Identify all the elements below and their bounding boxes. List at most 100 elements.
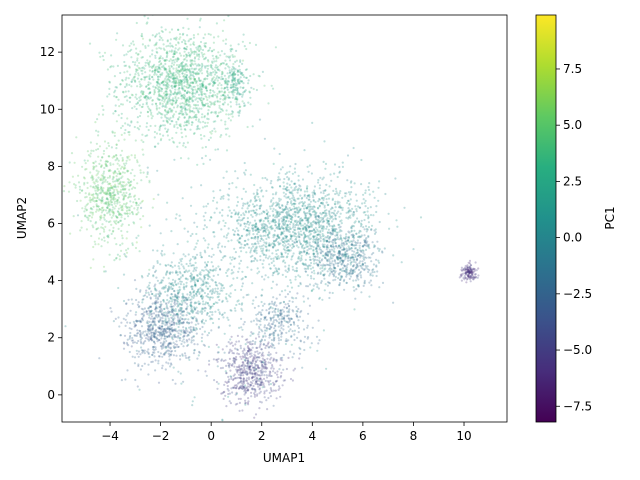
data-point: [297, 209, 300, 212]
data-point: [199, 79, 202, 82]
data-point: [95, 203, 98, 206]
data-point: [211, 94, 214, 97]
data-point: [143, 334, 146, 337]
data-point: [334, 234, 337, 237]
data-point: [212, 48, 216, 51]
data-point: [293, 187, 296, 190]
data-point: [322, 240, 325, 243]
data-point: [241, 219, 244, 222]
data-point: [114, 221, 117, 224]
data-point: [122, 166, 125, 169]
data-point: [146, 286, 149, 289]
data-point: [119, 183, 122, 186]
data-point: [190, 77, 193, 80]
data-point: [148, 97, 151, 100]
data-point: [224, 77, 227, 80]
data-point: [96, 197, 99, 200]
data-point: [233, 73, 236, 76]
data-point: [91, 194, 94, 197]
data-point: [177, 42, 180, 45]
data-point: [123, 64, 126, 67]
data-point: [163, 100, 166, 103]
data-point: [144, 291, 148, 294]
data-point: [339, 259, 342, 262]
data-point: [282, 187, 285, 190]
data-point: [114, 215, 118, 218]
data-point: [212, 57, 215, 60]
data-point: [219, 197, 222, 200]
data-point: [202, 162, 205, 165]
data-point: [357, 268, 361, 271]
data-point: [89, 196, 92, 199]
data-point: [305, 235, 308, 238]
data-point: [236, 111, 239, 114]
data-point: [171, 137, 174, 140]
data-point: [266, 226, 269, 229]
data-point: [84, 196, 87, 199]
data-point: [124, 205, 127, 208]
data-point: [183, 58, 187, 61]
data-point: [293, 235, 296, 238]
data-point: [293, 182, 296, 186]
data-point: [349, 263, 352, 266]
data-point: [160, 29, 163, 33]
data-point: [194, 98, 197, 101]
data-point: [308, 208, 311, 211]
data-point: [161, 30, 164, 33]
data-point: [234, 257, 237, 260]
data-point: [201, 126, 204, 129]
data-point: [280, 217, 283, 220]
data-point: [313, 213, 316, 216]
data-point: [244, 190, 247, 193]
data-point: [314, 241, 317, 245]
data-point: [186, 91, 189, 94]
data-point: [348, 193, 352, 196]
data-point: [161, 72, 164, 75]
data-point: [352, 260, 355, 263]
data-point: [106, 165, 109, 168]
data-point: [185, 102, 188, 105]
data-point: [98, 198, 101, 201]
data-point: [229, 55, 232, 58]
data-point: [338, 165, 341, 169]
data-point: [200, 336, 203, 339]
data-point: [90, 198, 94, 201]
data-point: [242, 74, 245, 77]
data-point: [141, 72, 144, 75]
data-point: [137, 350, 140, 353]
data-point: [176, 92, 179, 96]
data-point: [249, 173, 252, 176]
data-point: [301, 204, 304, 208]
data-point: [339, 268, 342, 271]
data-point: [262, 230, 265, 233]
data-point: [338, 244, 341, 247]
data-point: [306, 221, 310, 224]
data-point: [230, 90, 233, 94]
data-point: [255, 193, 259, 196]
data-point: [154, 102, 158, 105]
data-point: [148, 74, 151, 77]
data-point: [119, 71, 122, 75]
data-point: [231, 79, 234, 82]
data-point: [256, 212, 259, 216]
data-point: [106, 197, 109, 201]
data-point: [310, 224, 313, 227]
data-point: [96, 184, 100, 187]
data-point: [173, 52, 176, 56]
data-point: [355, 232, 358, 235]
data-point: [126, 230, 129, 233]
data-point: [225, 86, 228, 89]
data-point: [197, 72, 200, 75]
data-point: [339, 257, 342, 260]
data-point: [317, 219, 320, 222]
data-point: [168, 107, 171, 110]
data-point: [272, 218, 275, 221]
data-point: [166, 77, 170, 80]
data-point: [331, 225, 334, 229]
data-point: [221, 208, 224, 212]
data-point: [109, 169, 112, 172]
data-point: [216, 65, 219, 68]
data-point: [320, 218, 323, 221]
data-point: [367, 188, 371, 191]
data-point: [177, 91, 180, 94]
